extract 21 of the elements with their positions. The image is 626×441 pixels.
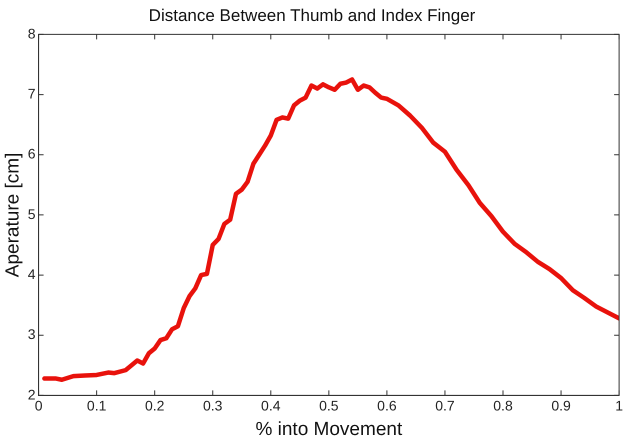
y-tick-label: 5 — [28, 206, 36, 222]
x-tick-label: 0.6 — [377, 398, 397, 414]
x-tick-label: 0.5 — [319, 398, 339, 414]
x-tick-label: 0.9 — [551, 398, 571, 414]
x-axis-title: % into Movement — [255, 418, 403, 440]
y-tick-label: 2 — [28, 386, 36, 402]
x-tick-label: 0.1 — [86, 398, 107, 414]
y-tick-label: 4 — [28, 266, 36, 282]
y-tick-label: 8 — [28, 25, 36, 42]
x-tick-label: 0.8 — [493, 398, 513, 414]
x-tick-label: 0.7 — [435, 398, 455, 414]
x-tick-label: 0.2 — [144, 398, 165, 414]
y-axis-title: Aperature [cm] — [2, 152, 24, 278]
x-tick-label: 1 — [615, 398, 624, 414]
chart-title: Distance Between Thumb and Index Finger — [148, 6, 476, 25]
y-tick-label: 6 — [28, 146, 36, 162]
x-tick-label: 0.4 — [261, 398, 281, 414]
y-tick-label: 7 — [28, 85, 36, 102]
x-tick-label: 0 — [34, 398, 43, 414]
x-tick-label: 0.3 — [203, 398, 223, 414]
y-tick-label: 3 — [28, 326, 36, 342]
